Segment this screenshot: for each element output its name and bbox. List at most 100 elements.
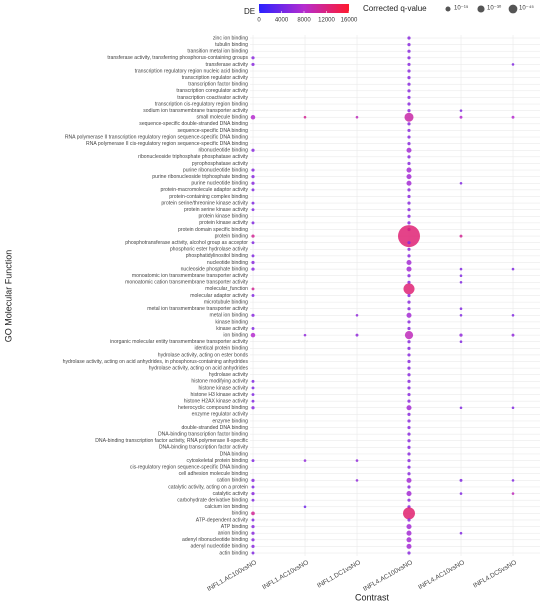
y-tick-label: histone H3 kinase activity — [191, 392, 249, 398]
dot — [251, 267, 255, 271]
dot — [407, 432, 411, 436]
dot — [459, 267, 463, 271]
y-tick-label: catalytic activity, acting on a protein — [168, 484, 248, 490]
dot — [303, 115, 307, 119]
colorbar-tick-label: 8000 — [297, 18, 311, 24]
dot — [251, 188, 255, 192]
y-tick-label: small molecule binding — [196, 115, 248, 121]
dot — [407, 214, 411, 218]
dot — [406, 174, 412, 180]
dot — [459, 115, 463, 119]
x-tick-label: INFL4.DC5vsNO — [472, 559, 518, 589]
y-tick-label: ion binding — [223, 332, 248, 338]
size-legend-dot — [508, 4, 518, 14]
size-legend-label: 10⁻³⁰ — [487, 5, 502, 12]
y-tick-label: pyrophosphatase activity — [192, 161, 249, 167]
x-tick-label: INFL1.AC100vsNO — [206, 559, 258, 593]
dot — [407, 82, 411, 86]
dot — [407, 194, 411, 199]
x-tick-label: INFL4.AC10vsNO — [417, 559, 466, 591]
dot — [250, 332, 256, 338]
dot — [407, 353, 411, 357]
dot — [407, 551, 411, 555]
dot — [459, 478, 463, 482]
y-tick-label: monoatomic cation transmembrane transpor… — [125, 280, 248, 286]
dot — [407, 379, 411, 383]
dot — [407, 458, 411, 463]
dot — [406, 312, 412, 318]
y-tick-label: DNA-binding transcription factor activit… — [159, 445, 249, 451]
dot — [407, 326, 411, 331]
dot — [407, 307, 411, 311]
dot — [407, 373, 411, 377]
colorbar-title: DE — [244, 7, 255, 16]
dot — [251, 459, 255, 463]
dot — [407, 89, 411, 93]
dot — [407, 518, 411, 522]
y-tick-label: inorganic molecular entity transmembrane… — [110, 339, 248, 345]
y-tick-label: ATP-dependent activity — [196, 517, 249, 523]
y-tick-label: cytoskeletal protein binding — [187, 458, 249, 464]
dot — [251, 544, 255, 548]
x-tick-label: INFL1.AC10vsNO — [261, 559, 310, 591]
dot — [404, 331, 414, 340]
dot — [407, 300, 411, 304]
dot — [459, 109, 463, 112]
y-tick-label: histone kinase activity — [198, 385, 248, 391]
dot — [251, 518, 255, 522]
y-tick-label: microtubule binding — [204, 299, 248, 305]
dot — [251, 531, 255, 535]
dot — [407, 340, 411, 344]
dot — [407, 247, 411, 251]
colorbar — [259, 4, 349, 13]
y-tick-label: tubulin binding — [215, 42, 248, 48]
colorbar-tick-label: 0 — [257, 18, 261, 24]
y-tick-label: ATP binding — [221, 524, 248, 530]
y-tick-label: hydrolase activity, acting on acid anhyd… — [149, 365, 249, 371]
y-tick-label: protein kinase binding — [198, 214, 248, 220]
dot — [511, 492, 515, 495]
y-tick-label: transferase activity — [206, 62, 249, 68]
dot — [406, 543, 412, 549]
x-tick-label: INFL4.AC100vsNO — [362, 559, 414, 593]
y-tick-label: heterocyclic compound binding — [178, 405, 248, 411]
dot — [407, 135, 411, 139]
dot — [407, 346, 411, 350]
dot — [407, 254, 411, 258]
dot — [398, 225, 420, 248]
y-tick-label: hydrolase activity, acting on acid anhyd… — [63, 359, 249, 365]
y-tick-label: sequence-specific double-stranded DNA bi… — [139, 121, 248, 127]
dot — [407, 122, 411, 126]
dot — [251, 260, 255, 265]
y-tick-label: transcription cis-regulatory region bind… — [155, 101, 248, 107]
dot — [407, 359, 411, 364]
y-tick-label: DNA-binding transcription factor binding — [158, 431, 248, 437]
dot — [459, 307, 463, 311]
dot — [406, 167, 412, 173]
dot — [251, 393, 255, 396]
y-tick-label: enzyme binding — [212, 418, 248, 424]
dot — [251, 221, 255, 225]
dot — [407, 392, 411, 397]
dot — [407, 280, 411, 284]
dot — [251, 485, 255, 489]
dot — [250, 114, 256, 120]
y-tick-label: RNA polymerase II cis-regulatory region … — [86, 141, 248, 147]
y-tick-label: hydrolase activity, acting on ester bond… — [158, 352, 249, 358]
dot — [459, 406, 463, 410]
dot — [407, 274, 411, 278]
dot — [407, 69, 411, 73]
dot — [406, 259, 412, 266]
y-tick-label: kinase activity — [216, 326, 248, 332]
dot — [303, 505, 307, 509]
y-tick-label: transcription regulator activity — [182, 75, 249, 81]
dot — [407, 241, 411, 245]
dot — [407, 445, 411, 449]
size-legend-title: Corrected q-value — [363, 4, 427, 13]
dot — [407, 49, 411, 53]
dot — [459, 340, 463, 344]
dot — [407, 161, 411, 166]
dot — [407, 102, 411, 106]
dot — [511, 314, 515, 317]
dot — [407, 62, 411, 67]
